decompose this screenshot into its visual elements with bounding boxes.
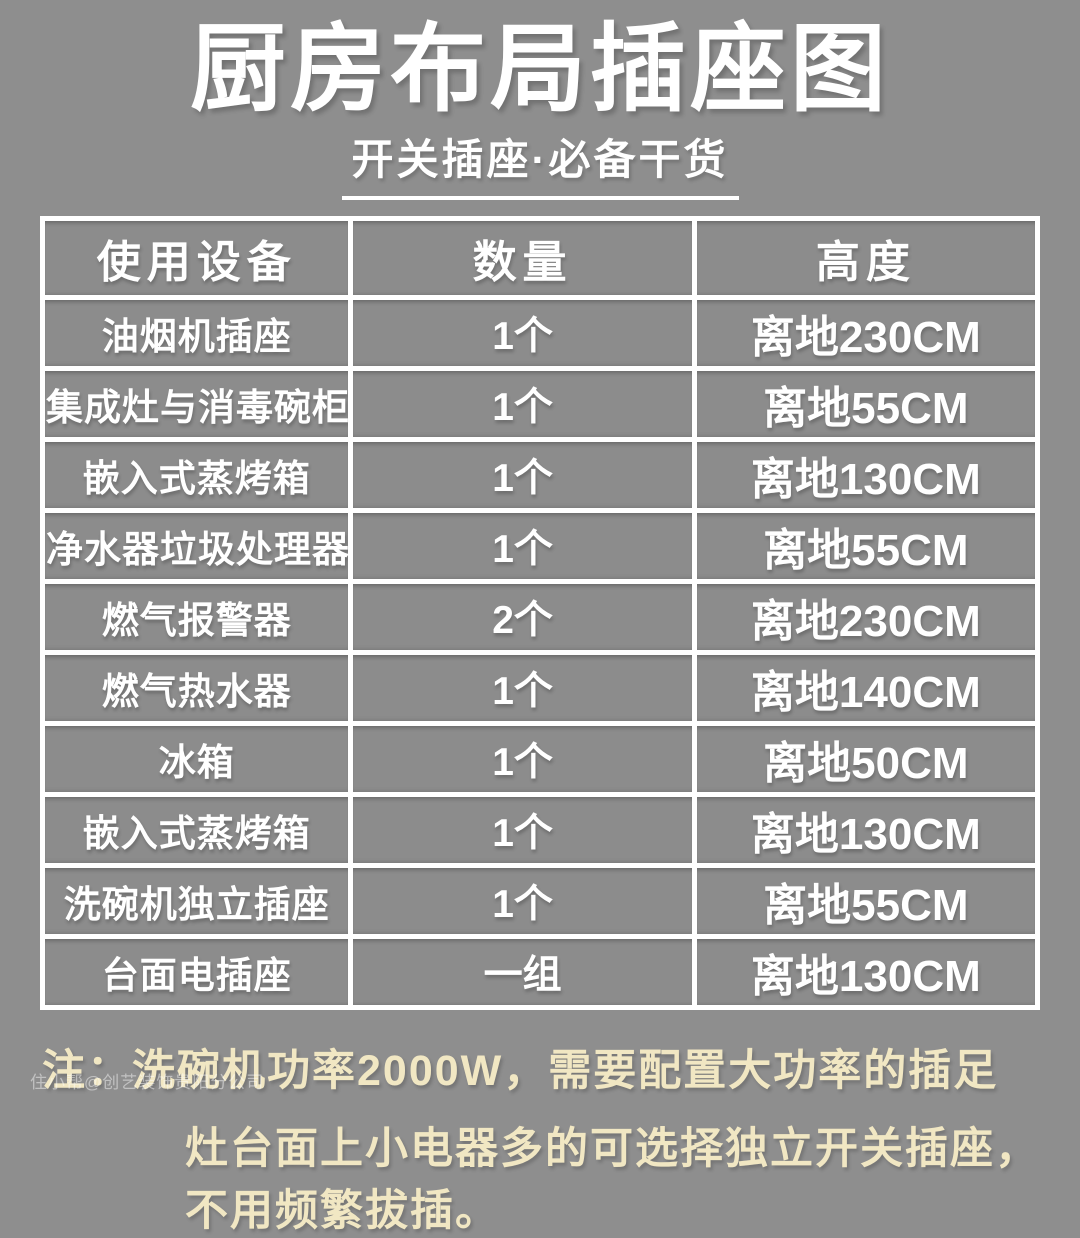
watermark: 住小帮@创艺装饰贵阳分公司	[30, 1073, 265, 1092]
table-row: 冰箱 1个 离地50CM	[39, 720, 1041, 797]
quantity-cell: 1个	[348, 436, 697, 513]
table-row: 嵌入式蒸烤箱 1个 离地130CM	[39, 436, 1041, 513]
quantity-cell: 1个	[348, 862, 697, 939]
table-row: 油烟机插座 1个 离地230CM	[39, 294, 1041, 371]
device-cell: 嵌入式蒸烤箱	[39, 436, 354, 513]
device-cell: 台面电插座	[39, 933, 354, 1010]
height-cell: 离地130CM	[691, 436, 1041, 513]
quantity-cell: 一组	[348, 933, 697, 1010]
column-header-device: 使用设备	[39, 215, 354, 300]
device-cell: 油烟机插座	[39, 294, 354, 371]
height-cell: 离地50CM	[691, 720, 1041, 797]
height-cell: 离地140CM	[691, 649, 1041, 726]
quantity-cell: 2个	[348, 578, 697, 655]
table-row: 燃气热水器 1个 离地140CM	[39, 649, 1041, 726]
page-subtitle: 开关插座·必备干货	[341, 126, 739, 200]
table-row: 燃气报警器 2个 离地230CM	[39, 578, 1041, 655]
device-cell: 冰箱	[39, 720, 354, 797]
kitchen-socket-infographic: 厨房布局插座图 开关插座·必备干货 使用设备 数量 高度 油烟机插座 1个 离地…	[0, 16, 1080, 1235]
device-cell: 洗碗机独立插座	[39, 862, 354, 939]
quantity-cell: 1个	[348, 365, 697, 442]
page-title: 厨房布局插座图	[190, 16, 890, 123]
footnote: 注：洗碗机功率2000W，需要配置大功率的插足 灶台面上小电器多的可选择独立开关…	[0, 1036, 1080, 1238]
device-cell: 集成灶与消毒碗柜	[39, 365, 354, 442]
device-cell: 燃气报警器	[39, 578, 354, 655]
height-cell: 离地130CM	[691, 933, 1041, 1010]
device-cell: 净水器垃圾处理器	[39, 507, 354, 584]
quantity-cell: 1个	[348, 294, 697, 371]
height-cell: 离地55CM	[691, 862, 1041, 939]
device-cell: 嵌入式蒸烤箱	[39, 791, 354, 868]
socket-table: 使用设备 数量 高度 油烟机插座 1个 离地230CM 集成灶与消毒碗柜 1个 …	[39, 215, 1041, 1010]
footnote-line-1: 注：洗碗机功率2000W，需要配置大功率的插足	[42, 1046, 999, 1095]
table-row: 集成灶与消毒碗柜 1个 离地55CM	[39, 365, 1041, 442]
height-cell: 离地55CM	[691, 507, 1041, 584]
quantity-cell: 1个	[348, 507, 697, 584]
table-row: 净水器垃圾处理器 1个 离地55CM	[39, 507, 1041, 584]
quantity-cell: 1个	[348, 720, 697, 797]
table-row: 嵌入式蒸烤箱 1个 离地130CM	[39, 791, 1041, 868]
quantity-cell: 1个	[348, 649, 697, 726]
table-row: 洗碗机独立插座 1个 离地55CM	[39, 862, 1041, 939]
table-row: 台面电插座 一组 离地130CM	[39, 933, 1041, 1010]
footnote-line-2: 灶台面上小电器多的可选择独立开关插座，不用频繁拔插。	[185, 1124, 1040, 1235]
column-header-height: 高度	[691, 215, 1041, 300]
subtitle-wrap: 开关插座·必备干货	[0, 126, 1080, 200]
quantity-cell: 1个	[348, 791, 697, 868]
height-cell: 离地230CM	[691, 578, 1041, 655]
height-cell: 离地230CM	[691, 294, 1041, 371]
height-cell: 离地130CM	[691, 791, 1041, 868]
column-header-quantity: 数量	[348, 215, 697, 300]
height-cell: 离地55CM	[691, 365, 1041, 442]
device-cell: 燃气热水器	[39, 649, 354, 726]
table-header-row: 使用设备 数量 高度	[39, 215, 1041, 300]
